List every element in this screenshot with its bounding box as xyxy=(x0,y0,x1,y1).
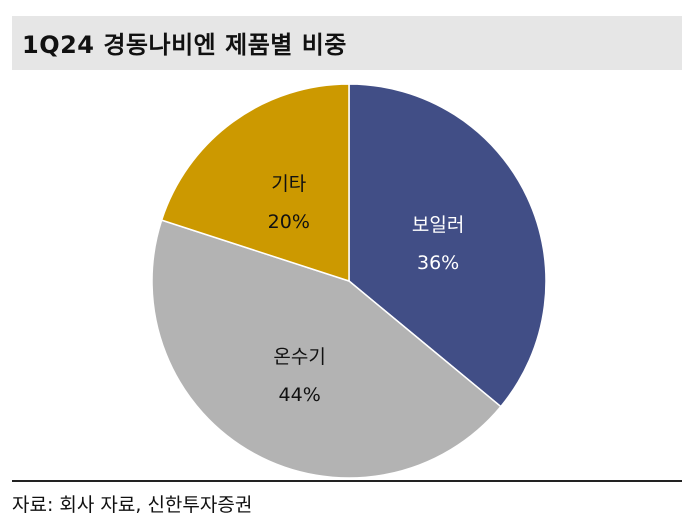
pie-slices xyxy=(151,83,547,479)
slice-label-2: 온수기 xyxy=(273,346,325,368)
chart-title: 1Q24 경동나비엔 제품별 비중 xyxy=(22,31,347,59)
slice-value-2: 44% xyxy=(279,384,321,406)
slice-value-3: 20% xyxy=(268,211,310,233)
slice-label-1: 보일러 xyxy=(412,214,464,236)
source-note: 자료: 회사 자료, 신한투자증권 xyxy=(12,494,253,516)
pie-slice-1 xyxy=(348,83,547,408)
slice-label-3: 기타 xyxy=(271,173,306,195)
pie-slice-2 xyxy=(151,219,502,479)
bottom-divider xyxy=(12,480,682,482)
pie-labels: 보일러 36% 온수기 44% 기타 20% xyxy=(268,173,465,406)
title-bar: 1Q24 경동나비엔 제품별 비중 xyxy=(12,16,682,70)
slice-value-1: 36% xyxy=(417,252,459,274)
pie-slice-3 xyxy=(160,83,350,283)
